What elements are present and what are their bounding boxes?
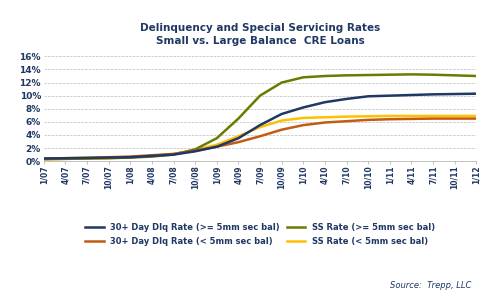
30+ Day Dlq Rate (>= 5mm sec bal) (278, 112, 284, 116)
SS Rate (< 5mm sec bal) (106, 156, 112, 160)
30+ Day Dlq Rate (< 5mm sec bal) (41, 157, 47, 160)
SS Rate (< 5mm sec bal) (41, 157, 47, 161)
Line: 30+ Day Dlq Rate (< 5mm sec bal): 30+ Day Dlq Rate (< 5mm sec bal) (44, 119, 476, 159)
Line: SS Rate (< 5mm sec bal): SS Rate (< 5mm sec bal) (44, 116, 476, 159)
SS Rate (< 5mm sec bal) (322, 115, 328, 119)
SS Rate (>= 5mm sec bal) (171, 153, 176, 156)
SS Rate (< 5mm sec bal) (473, 114, 479, 118)
SS Rate (>= 5mm sec bal) (257, 94, 263, 97)
Legend: 30+ Day Dlq Rate (>= 5mm sec bal), 30+ Day Dlq Rate (< 5mm sec bal), SS Rate (>=: 30+ Day Dlq Rate (>= 5mm sec bal), 30+ D… (86, 223, 434, 246)
SS Rate (< 5mm sec bal) (408, 114, 414, 118)
SS Rate (>= 5mm sec bal) (344, 74, 349, 77)
SS Rate (< 5mm sec bal) (452, 114, 458, 118)
30+ Day Dlq Rate (>= 5mm sec bal) (84, 156, 90, 160)
SS Rate (>= 5mm sec bal) (430, 73, 436, 76)
30+ Day Dlq Rate (>= 5mm sec bal) (322, 100, 328, 104)
SS Rate (< 5mm sec bal) (430, 114, 436, 118)
SS Rate (>= 5mm sec bal) (62, 157, 68, 161)
SS Rate (< 5mm sec bal) (192, 148, 198, 152)
30+ Day Dlq Rate (>= 5mm sec bal) (149, 154, 155, 158)
30+ Day Dlq Rate (< 5mm sec bal) (171, 152, 176, 156)
SS Rate (< 5mm sec bal) (84, 157, 90, 160)
30+ Day Dlq Rate (< 5mm sec bal) (473, 117, 479, 120)
30+ Day Dlq Rate (>= 5mm sec bal) (344, 97, 349, 101)
SS Rate (>= 5mm sec bal) (387, 73, 393, 76)
30+ Day Dlq Rate (< 5mm sec bal) (365, 118, 371, 122)
30+ Day Dlq Rate (< 5mm sec bal) (344, 120, 349, 123)
30+ Day Dlq Rate (< 5mm sec bal) (452, 117, 458, 120)
SS Rate (>= 5mm sec bal) (127, 156, 133, 159)
SS Rate (>= 5mm sec bal) (473, 74, 479, 78)
SS Rate (>= 5mm sec bal) (192, 148, 198, 151)
SS Rate (>= 5mm sec bal) (149, 155, 155, 158)
30+ Day Dlq Rate (< 5mm sec bal) (430, 117, 436, 120)
30+ Day Dlq Rate (>= 5mm sec bal) (257, 123, 263, 127)
30+ Day Dlq Rate (>= 5mm sec bal) (62, 156, 68, 160)
SS Rate (>= 5mm sec bal) (235, 117, 241, 120)
30+ Day Dlq Rate (< 5mm sec bal) (84, 156, 90, 160)
30+ Day Dlq Rate (< 5mm sec bal) (257, 134, 263, 138)
SS Rate (>= 5mm sec bal) (84, 157, 90, 160)
SS Rate (< 5mm sec bal) (278, 119, 284, 122)
30+ Day Dlq Rate (< 5mm sec bal) (127, 155, 133, 158)
30+ Day Dlq Rate (< 5mm sec bal) (300, 123, 306, 127)
Line: SS Rate (>= 5mm sec bal): SS Rate (>= 5mm sec bal) (44, 74, 476, 159)
30+ Day Dlq Rate (>= 5mm sec bal) (171, 153, 176, 156)
30+ Day Dlq Rate (>= 5mm sec bal) (430, 93, 436, 96)
SS Rate (< 5mm sec bal) (235, 134, 241, 138)
30+ Day Dlq Rate (>= 5mm sec bal) (214, 145, 220, 149)
30+ Day Dlq Rate (>= 5mm sec bal) (41, 157, 47, 160)
30+ Day Dlq Rate (< 5mm sec bal) (62, 156, 68, 160)
Title: Delinquency and Special Servicing Rates
Small vs. Large Balance  CRE Loans: Delinquency and Special Servicing Rates … (140, 23, 380, 46)
SS Rate (< 5mm sec bal) (365, 115, 371, 118)
30+ Day Dlq Rate (>= 5mm sec bal) (365, 95, 371, 98)
SS Rate (< 5mm sec bal) (62, 157, 68, 161)
SS Rate (< 5mm sec bal) (149, 154, 155, 158)
30+ Day Dlq Rate (>= 5mm sec bal) (106, 156, 112, 159)
SS Rate (< 5mm sec bal) (257, 125, 263, 129)
SS Rate (>= 5mm sec bal) (452, 74, 458, 77)
30+ Day Dlq Rate (< 5mm sec bal) (278, 128, 284, 132)
Text: Source:  Trepp, LLC: Source: Trepp, LLC (390, 281, 471, 290)
30+ Day Dlq Rate (< 5mm sec bal) (235, 140, 241, 144)
30+ Day Dlq Rate (>= 5mm sec bal) (300, 106, 306, 109)
30+ Day Dlq Rate (< 5mm sec bal) (149, 154, 155, 157)
SS Rate (>= 5mm sec bal) (300, 76, 306, 79)
30+ Day Dlq Rate (< 5mm sec bal) (214, 145, 220, 149)
30+ Day Dlq Rate (>= 5mm sec bal) (408, 93, 414, 97)
SS Rate (< 5mm sec bal) (387, 114, 393, 118)
SS Rate (>= 5mm sec bal) (278, 81, 284, 84)
30+ Day Dlq Rate (< 5mm sec bal) (192, 149, 198, 152)
30+ Day Dlq Rate (>= 5mm sec bal) (452, 92, 458, 96)
SS Rate (>= 5mm sec bal) (365, 73, 371, 77)
30+ Day Dlq Rate (>= 5mm sec bal) (235, 137, 241, 140)
SS Rate (>= 5mm sec bal) (214, 137, 220, 140)
SS Rate (< 5mm sec bal) (344, 115, 349, 118)
30+ Day Dlq Rate (>= 5mm sec bal) (127, 156, 133, 159)
30+ Day Dlq Rate (< 5mm sec bal) (408, 117, 414, 121)
30+ Day Dlq Rate (< 5mm sec bal) (322, 121, 328, 124)
30+ Day Dlq Rate (>= 5mm sec bal) (473, 92, 479, 96)
SS Rate (< 5mm sec bal) (300, 116, 306, 120)
SS Rate (< 5mm sec bal) (127, 156, 133, 159)
Line: 30+ Day Dlq Rate (>= 5mm sec bal): 30+ Day Dlq Rate (>= 5mm sec bal) (44, 94, 476, 159)
SS Rate (< 5mm sec bal) (171, 152, 176, 156)
SS Rate (>= 5mm sec bal) (408, 73, 414, 76)
SS Rate (>= 5mm sec bal) (322, 74, 328, 78)
SS Rate (>= 5mm sec bal) (106, 156, 112, 160)
SS Rate (>= 5mm sec bal) (41, 157, 47, 161)
30+ Day Dlq Rate (>= 5mm sec bal) (192, 149, 198, 153)
30+ Day Dlq Rate (>= 5mm sec bal) (387, 94, 393, 97)
SS Rate (< 5mm sec bal) (214, 143, 220, 146)
30+ Day Dlq Rate (< 5mm sec bal) (387, 117, 393, 121)
30+ Day Dlq Rate (< 5mm sec bal) (106, 156, 112, 159)
